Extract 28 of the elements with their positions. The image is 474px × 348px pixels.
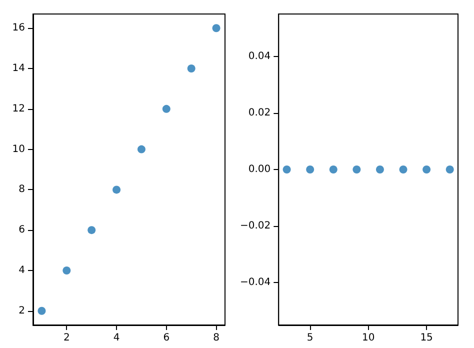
point — [137, 145, 146, 154]
y-tick-label: 6 — [18, 224, 25, 236]
x-tick-label: 10 — [362, 332, 375, 344]
y-tick-label: 12 — [12, 103, 25, 114]
point — [162, 104, 170, 113]
point — [112, 186, 121, 194]
x-tick-label: 2 — [63, 332, 70, 344]
y-tick-label: −0.04 — [240, 277, 271, 288]
y-tick-label: 10 — [12, 144, 25, 155]
point — [88, 226, 96, 234]
x-tick-label: 8 — [213, 332, 220, 344]
x-tick-label: 15 — [420, 332, 433, 344]
y-tick-label: 0.02 — [248, 107, 271, 118]
y-tick-label: 0.04 — [248, 50, 271, 62]
point — [187, 64, 196, 73]
point — [38, 306, 46, 315]
x-tick-label: 5 — [306, 332, 314, 344]
y-tick-label: 2 — [18, 305, 25, 316]
y-tick-label: 4 — [18, 264, 25, 276]
y-tick-label: 8 — [18, 184, 25, 196]
y-tick-label: 16 — [12, 22, 25, 34]
y-tick-label: −0.02 — [240, 220, 271, 232]
point — [212, 24, 220, 32]
y-tick-label: 0.00 — [248, 164, 271, 175]
point — [62, 266, 71, 274]
x-tick-label: 6 — [163, 332, 170, 344]
x-tick-label: 4 — [113, 332, 120, 344]
y-tick-label: 14 — [12, 63, 25, 74]
